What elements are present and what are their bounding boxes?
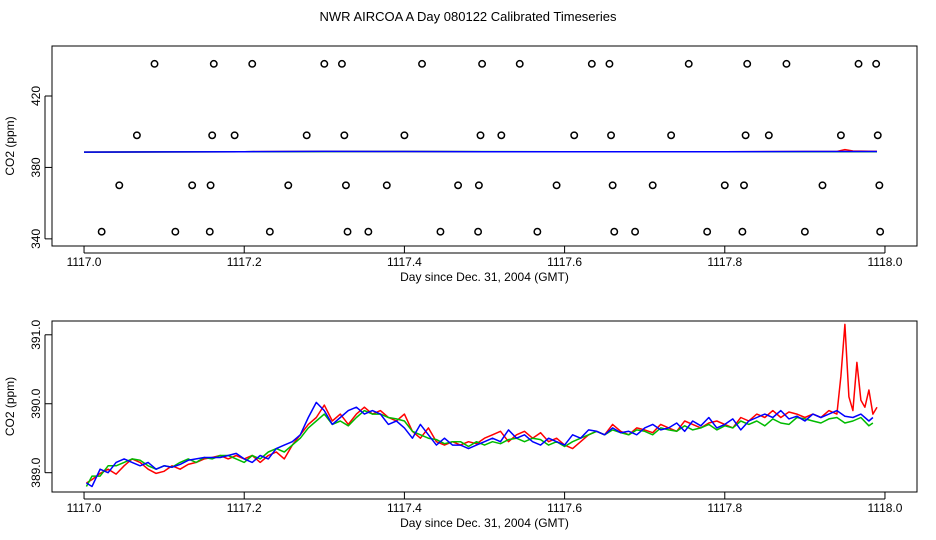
- y-tick-label: 340: [29, 229, 43, 249]
- scatter-point: [740, 181, 748, 190]
- scatter-point: [476, 131, 485, 140]
- series-line-2: [83, 150, 877, 153]
- scatter-point: [648, 181, 657, 190]
- scatter-point: [382, 181, 391, 190]
- series-line-1: [85, 409, 874, 487]
- scatter-point: [607, 131, 615, 140]
- y-tick-label: 380: [29, 157, 43, 177]
- x-tick-label: 1117.4: [387, 255, 422, 269]
- scatter-point: [764, 131, 773, 140]
- scatter-point: [515, 59, 524, 68]
- scatter-point: [873, 131, 882, 140]
- plot-frame: [51, 45, 918, 247]
- scatter-point: [206, 181, 215, 190]
- scatter-point: [115, 181, 124, 190]
- x-tick-label: 1117.0: [67, 255, 102, 269]
- y-tick-label: 389.0: [29, 457, 43, 487]
- scatter-point: [605, 59, 614, 68]
- y-axis-title: CO2 (ppm): [3, 377, 17, 436]
- scatter-point: [337, 59, 346, 68]
- scatter-point: [497, 131, 506, 140]
- scatter-point: [552, 181, 561, 190]
- y-tick-label: 390.0: [29, 388, 43, 418]
- scatter-point: [587, 59, 596, 68]
- scatter-point: [667, 131, 676, 140]
- x-tick-label: 1117.2: [227, 501, 262, 515]
- x-tick-label: 1118.0: [868, 255, 903, 269]
- scatter-point: [720, 181, 729, 190]
- scatter-point: [132, 131, 141, 140]
- scatter-point: [570, 131, 579, 140]
- top-panel-scatter: 1117.0 1117.2 1117.4 1117.6 1117.8 1118.0 340 3…: [3, 45, 918, 284]
- scatter-point: [150, 59, 159, 68]
- scatter-point: [171, 227, 180, 236]
- figure-title: NWR AIRCOA A Day 080122 Calibrated Times…: [319, 9, 617, 24]
- y-tick-label: 391.0: [29, 319, 43, 349]
- scatter-point: [97, 227, 106, 236]
- scatter-point: [782, 59, 791, 68]
- scatter-point: [608, 181, 617, 190]
- x-tick-label: 1117.2: [227, 255, 262, 269]
- scatter-point: [478, 59, 487, 68]
- plot-frame: [51, 320, 918, 493]
- bottom-panel-timeseries: 1117.0 1117.2 1117.4 1117.6 1117.8 1118.0 389.…: [3, 319, 918, 530]
- x-tick-label: 1117.6: [547, 501, 582, 515]
- x-tick-label: 1117.8: [707, 501, 742, 515]
- scatter-point: [703, 227, 712, 236]
- scatter-point: [209, 59, 218, 68]
- scatter-point: [205, 227, 214, 236]
- x-tick-label: 1117.6: [547, 255, 582, 269]
- scatter-point: [533, 227, 542, 236]
- x-axis-title: Day since Dec. 31, 2004 (GMT): [400, 516, 569, 530]
- x-axis-title: Day since Dec. 31, 2004 (GMT): [400, 270, 569, 284]
- scatter-point: [265, 227, 274, 236]
- scatter-point: [436, 227, 445, 236]
- scatter-point: [631, 227, 640, 236]
- scatter-point: [208, 131, 217, 140]
- scatter-point: [340, 131, 349, 140]
- scatter-point: [474, 181, 483, 190]
- scatter-point: [474, 227, 483, 236]
- scatter-point: [872, 59, 881, 68]
- scatter-point: [400, 131, 409, 140]
- scatter-point: [610, 227, 619, 236]
- scatter-point: [854, 59, 863, 68]
- scatter-point: [320, 59, 329, 68]
- scatter-point: [248, 59, 257, 68]
- scatter-point: [454, 181, 463, 190]
- x-tick-label: 1118.0: [868, 501, 903, 515]
- x-tick-label: 1117.8: [707, 255, 742, 269]
- scatter-point: [188, 181, 197, 190]
- scatter-point: [230, 131, 239, 140]
- y-tick-label: 420: [29, 86, 43, 106]
- scatter-point: [302, 131, 311, 140]
- scatter-point: [343, 227, 352, 236]
- series-line-0: [86, 323, 878, 484]
- scatter-point: [284, 181, 293, 190]
- scatter-point: [818, 181, 827, 190]
- scatter-point: [418, 59, 426, 68]
- scatter-point: [743, 59, 752, 68]
- scatter-point: [341, 181, 350, 190]
- scatter-point: [684, 59, 693, 68]
- scatter-point: [738, 227, 747, 236]
- scatter-point: [836, 131, 845, 140]
- scatter-point: [875, 181, 884, 190]
- scatter-point: [800, 227, 809, 236]
- y-axis-title: CO2 (ppm): [3, 116, 17, 175]
- x-tick-label: 1117.4: [387, 501, 422, 515]
- scatter-point: [364, 227, 373, 236]
- scatter-point: [741, 131, 750, 140]
- scatter-point: [876, 227, 885, 236]
- x-tick-label: 1117.0: [67, 501, 102, 515]
- series-line-2: [86, 401, 874, 488]
